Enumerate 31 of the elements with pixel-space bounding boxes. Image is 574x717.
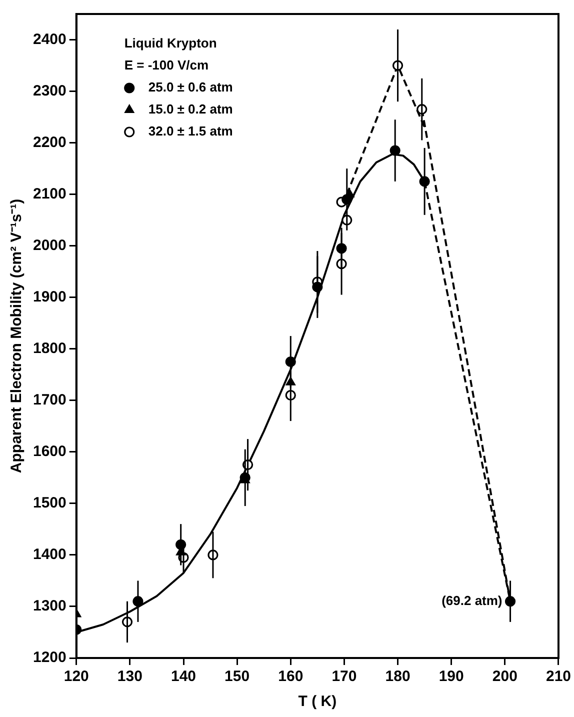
y-tick-label: 2100	[32, 185, 66, 202]
x-axis-title: T ( K)	[298, 693, 337, 710]
x-tick-label: 170	[332, 668, 357, 686]
y-tick-label: 1800	[32, 340, 66, 358]
x-tick-label: 140	[170, 668, 196, 686]
annotation: (69.2 atm)	[442, 592, 502, 608]
y-tick-label: 2300	[32, 82, 66, 100]
y-tick-label: 2000	[32, 236, 66, 254]
x-tick-label: 200	[492, 668, 518, 686]
y-tick-label: 1400	[32, 546, 66, 564]
y-tick-label: 2400	[32, 30, 66, 48]
x-tick-label: 120	[64, 668, 89, 686]
x-tick-label: 130	[117, 668, 142, 686]
y-tick-label: 1300	[32, 598, 66, 615]
y-tick-label: 1200	[32, 649, 66, 666]
y-tick-label: 1600	[32, 443, 66, 460]
x-tick-label: 210	[546, 668, 571, 686]
x-tick-label: 160	[278, 668, 304, 686]
annotation: E = -100 V/cm	[124, 58, 209, 73]
legend-label: 32.0 ± 1.5 atm	[148, 124, 233, 139]
y-tick-label: 1900	[32, 288, 66, 306]
legend-title: Liquid Krypton	[124, 36, 217, 51]
x-tick-label: 150	[224, 668, 250, 686]
y-tick-label: 2200	[32, 134, 66, 151]
y-axis-title: Apparent Electron Mobility (cm² V⁻¹s⁻¹)	[8, 198, 26, 474]
legend-label: 15.0 ± 0.2 atm	[148, 102, 233, 117]
y-tick-label: 1500	[32, 494, 66, 512]
x-tick-label: 190	[438, 668, 464, 686]
legend-label: 25.0 ± 0.6 atm	[148, 80, 233, 95]
y-tick-label: 1700	[32, 392, 66, 409]
x-tick-label: 180	[385, 668, 410, 686]
